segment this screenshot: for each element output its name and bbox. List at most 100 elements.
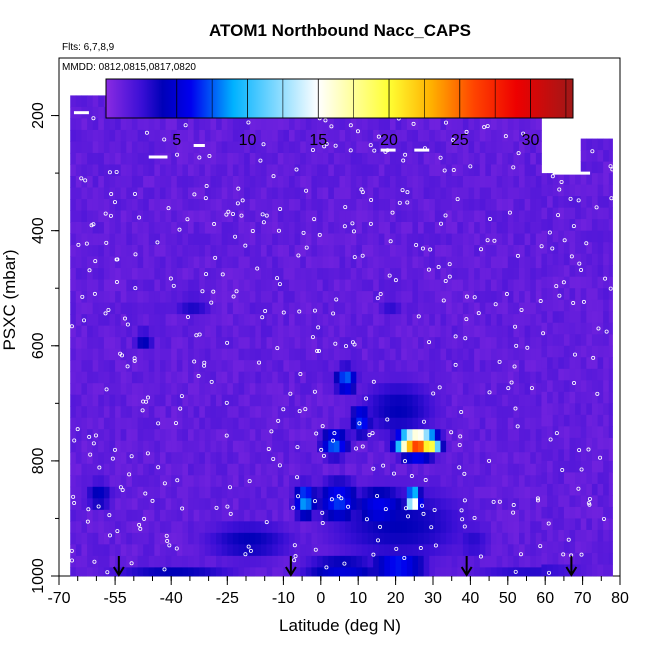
heatmap-cell: [457, 371, 464, 384]
heatmap-cell: [294, 199, 301, 211]
heatmap-cell: [429, 199, 436, 211]
heatmap-cell: [115, 440, 122, 453]
heatmap-cell: [479, 233, 486, 246]
heatmap-cell: [423, 567, 430, 577]
heatmap-cell: [513, 129, 520, 142]
heatmap-cell: [378, 337, 385, 350]
heatmap-cell: [289, 452, 296, 465]
heatmap-cell: [137, 509, 144, 522]
heatmap-cell: [474, 567, 481, 577]
heatmap-cell: [87, 245, 94, 257]
heatmap-cell: [502, 463, 509, 476]
heatmap-cell: [137, 498, 144, 511]
sample-dot: [512, 364, 517, 369]
heatmap-cell: [401, 302, 408, 315]
heatmap-cell: [412, 383, 419, 396]
heatmap-cell: [188, 348, 195, 361]
heatmap-cell: [98, 245, 105, 257]
heatmap-cell: [199, 498, 206, 511]
heatmap-cell: [462, 452, 469, 465]
heatmap-cell: [305, 463, 312, 476]
heatmap-cell: [115, 360, 122, 373]
heatmap-cell: [255, 152, 262, 165]
heatmap-cell: [446, 348, 453, 361]
heatmap-cell: [277, 567, 284, 577]
heatmap-cell: [418, 210, 425, 223]
heatmap-cell: [120, 152, 127, 165]
heatmap-cell: [289, 291, 296, 304]
heatmap-cell: [440, 187, 447, 200]
heatmap-cell: [126, 498, 133, 511]
heatmap-cell: [535, 129, 542, 142]
sample-dot: [213, 255, 218, 260]
heatmap-cell: [373, 337, 380, 350]
heatmap-cell: [109, 141, 116, 154]
colorbar-tick-label: 20: [380, 132, 398, 149]
heatmap-cell: [350, 118, 357, 131]
sample-dot: [390, 210, 395, 215]
sample-dot: [263, 309, 268, 314]
heatmap-cell: [541, 265, 548, 278]
heatmap-cell: [373, 129, 380, 142]
heatmap-cell: [451, 325, 458, 338]
heatmap-cell: [474, 302, 481, 315]
heatmap-cell: [373, 256, 380, 269]
heatmap-cell: [547, 541, 554, 554]
heatmap-cell: [389, 475, 396, 488]
sample-dot: [281, 310, 286, 315]
heatmap-cell: [148, 152, 155, 165]
sample-dot: [346, 504, 351, 509]
heatmap-cell: [608, 529, 613, 542]
sample-dot: [509, 380, 514, 385]
heatmap-cell: [361, 440, 368, 453]
heatmap-cell: [373, 463, 380, 476]
sample-dot: [343, 344, 348, 349]
heatmap-cell: [519, 164, 526, 177]
heatmap-cell: [580, 311, 587, 324]
heatmap-cell: [580, 357, 587, 370]
heatmap-cell: [182, 371, 189, 384]
heatmap-cell: [238, 509, 245, 522]
heatmap-cell: [586, 345, 593, 358]
heatmap-cell: [468, 440, 475, 453]
heatmap-cell: [131, 555, 138, 568]
sample-dot: [257, 360, 262, 365]
heatmap-cell: [446, 314, 453, 327]
heatmap-cell: [283, 498, 290, 511]
heatmap-cell: [238, 129, 245, 142]
heatmap-cell: [474, 291, 481, 304]
heatmap-cell: [193, 544, 200, 557]
heatmap-cell: [70, 187, 77, 200]
heatmap-cell: [109, 532, 116, 545]
heatmap-cell: [238, 164, 245, 177]
heatmap-cell: [412, 268, 419, 280]
heatmap-cell: [345, 417, 352, 430]
sample-dot: [127, 472, 132, 477]
heatmap-cell: [126, 302, 133, 315]
heatmap-cell: [440, 463, 447, 476]
heatmap-cell: [322, 440, 329, 453]
heatmap-cell: [92, 210, 99, 223]
sample-dot: [247, 479, 252, 484]
heatmap-cell: [317, 440, 324, 453]
heatmap-cell: [395, 291, 402, 304]
heatmap-cell: [244, 233, 251, 246]
heatmap-cell: [98, 95, 105, 108]
heatmap-cell: [148, 164, 155, 177]
heatmap-cell: [137, 475, 144, 488]
sample-dot: [137, 215, 142, 220]
heatmap-cell: [266, 245, 273, 257]
heatmap-cell: [109, 371, 116, 384]
heatmap-cell: [502, 452, 509, 465]
heatmap-cell: [378, 509, 385, 522]
heatmap-cell: [541, 322, 548, 335]
heatmap-cell: [171, 429, 178, 442]
heatmap-cell: [462, 152, 469, 165]
heatmap-cell: [490, 544, 497, 557]
heatmap-cell: [322, 498, 329, 511]
heatmap-cell: [272, 291, 279, 304]
heatmap-cell: [249, 302, 256, 315]
heatmap-cell: [98, 256, 105, 269]
heatmap-cell: [558, 288, 565, 301]
sample-dot: [391, 471, 396, 476]
